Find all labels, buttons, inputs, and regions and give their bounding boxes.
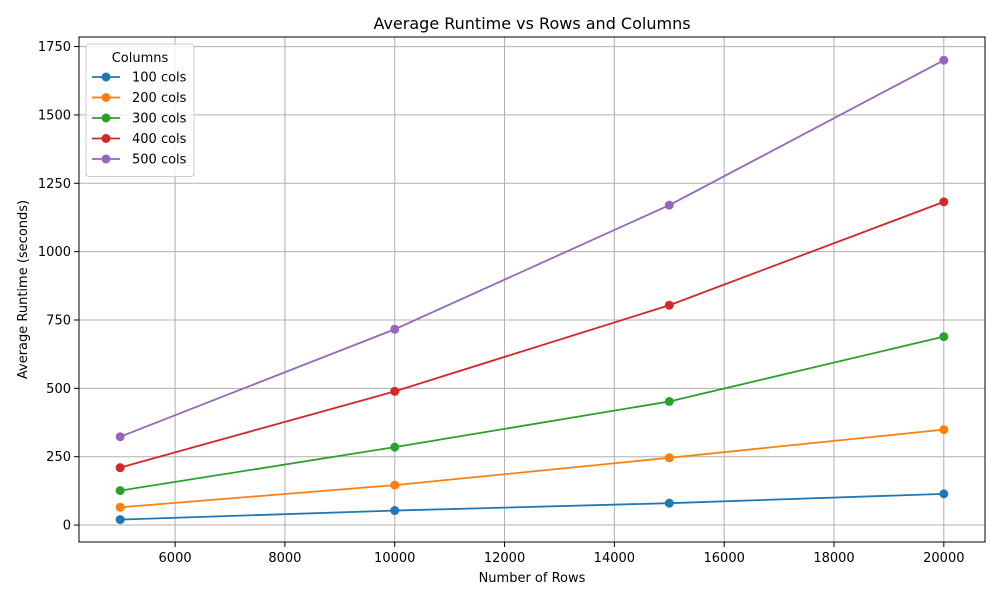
legend-items: 100 cols 200 cols 300 cols 400 cols 500 cols: [92, 71, 187, 168]
y-tick-label: 1250: [38, 177, 71, 192]
x-axis-title: Number of Rows: [479, 571, 586, 586]
x-tick-label: 10000: [374, 551, 415, 566]
data-point: [939, 489, 949, 499]
data-point: [115, 515, 125, 525]
x-tick-label: 14000: [594, 551, 635, 566]
legend-swatch-marker: [101, 134, 111, 143]
legend-item: 100 cols: [92, 71, 187, 86]
y-tick-label: 1750: [38, 40, 71, 55]
data-point: [390, 324, 400, 334]
chart-title: Average Runtime vs Rows and Columns: [373, 14, 690, 33]
y-tick-label: 1000: [38, 245, 71, 260]
series-group: [115, 489, 949, 525]
data-point: [664, 300, 674, 310]
data-point: [390, 506, 400, 516]
legend-label: 500 cols: [132, 153, 187, 168]
legend-item: 200 cols: [92, 91, 187, 106]
data-point: [115, 486, 125, 496]
data-point: [115, 463, 125, 473]
series-layer: [115, 55, 949, 525]
plot-frame: [78, 36, 986, 543]
data-point: [390, 480, 400, 490]
x-tick-label: 18000: [813, 551, 854, 566]
data-point: [939, 425, 949, 435]
legend-swatch-marker: [101, 154, 111, 164]
x-tick-label: 20000: [923, 551, 964, 566]
data-point: [115, 502, 125, 512]
y-tick-label: 500: [46, 382, 71, 397]
legend-label: 400 cols: [132, 132, 187, 147]
data-point: [664, 396, 674, 406]
data-point: [664, 498, 674, 508]
data-point: [939, 55, 949, 65]
series-line: [119, 201, 945, 469]
grid-layer: [79, 37, 985, 542]
series-group: [115, 55, 949, 442]
legend-swatch-marker: [101, 93, 111, 102]
y-tick-label: 0: [63, 519, 71, 534]
data-point: [664, 200, 674, 210]
series-group: [115, 197, 949, 473]
data-point: [664, 453, 674, 463]
legend-label: 200 cols: [132, 91, 187, 106]
axis-layer: 6000 8000 10000 12000 14000 16000 18000 20000 0 2…: [38, 40, 965, 566]
series-group: [115, 332, 949, 496]
data-point: [390, 442, 400, 452]
legend: Columns 100 cols 200 cols 300 cols 400 cols…: [85, 43, 195, 177]
legend-item: 500 cols: [92, 153, 187, 168]
data-point: [939, 197, 949, 207]
y-tick-label: 750: [46, 313, 71, 328]
series-line: [120, 335, 945, 492]
data-point: [939, 332, 949, 342]
legend-item: 300 cols: [92, 112, 187, 127]
legend-label: 300 cols: [132, 112, 187, 127]
series-group: [115, 425, 949, 512]
legend-title: Columns: [112, 51, 169, 66]
legend-label: 100 cols: [132, 71, 187, 86]
y-tick-label: 1500: [38, 108, 71, 123]
y-axis-title: Average Runtime (seconds): [16, 200, 31, 379]
x-tick-label: 16000: [704, 551, 745, 566]
series-line: [119, 59, 945, 438]
x-tick-label: 8000: [268, 551, 301, 566]
series-line: [120, 492, 944, 521]
x-tick-label: 12000: [484, 551, 525, 566]
y-tick-label: 250: [46, 450, 71, 465]
data-point: [115, 432, 125, 442]
x-tick-label: 6000: [159, 551, 192, 566]
legend-item: 400 cols: [92, 132, 187, 147]
legend-swatch-marker: [101, 113, 111, 123]
data-point: [390, 386, 400, 396]
legend-swatch-marker: [101, 72, 111, 82]
series-line: [120, 428, 944, 509]
